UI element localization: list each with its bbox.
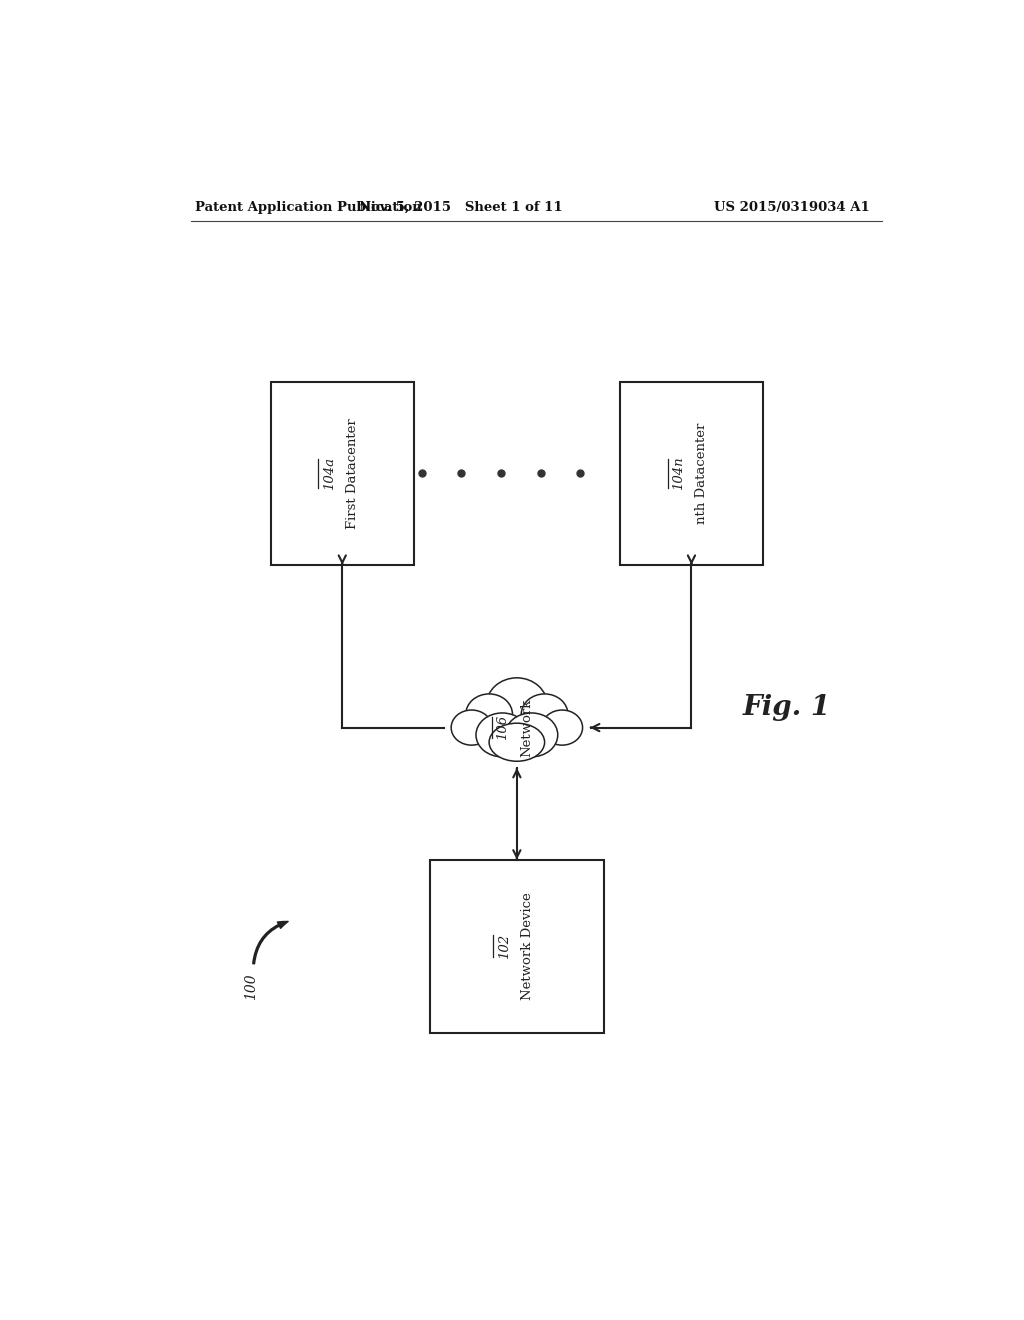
Text: First Datacenter: First Datacenter — [346, 418, 359, 529]
Text: 106: 106 — [496, 715, 509, 741]
Text: Fig. 1: Fig. 1 — [742, 694, 830, 721]
Text: 104a: 104a — [324, 457, 336, 490]
Text: 100: 100 — [244, 973, 258, 1001]
Ellipse shape — [476, 713, 528, 756]
Text: 102: 102 — [498, 933, 511, 958]
Ellipse shape — [452, 710, 493, 746]
Ellipse shape — [542, 710, 583, 746]
Text: Network Device: Network Device — [520, 892, 534, 1001]
Ellipse shape — [521, 694, 568, 735]
Ellipse shape — [489, 723, 545, 762]
FancyBboxPatch shape — [620, 381, 763, 565]
Text: Patent Application Publication: Patent Application Publication — [196, 201, 422, 214]
Ellipse shape — [466, 694, 512, 735]
Text: Network: Network — [520, 698, 534, 756]
FancyBboxPatch shape — [430, 859, 604, 1032]
Text: nth Datacenter: nth Datacenter — [695, 422, 709, 524]
Text: 104n: 104n — [673, 457, 685, 490]
Ellipse shape — [486, 678, 548, 734]
FancyArrowPatch shape — [253, 921, 288, 964]
Text: US 2015/0319034 A1: US 2015/0319034 A1 — [715, 201, 870, 214]
FancyBboxPatch shape — [270, 381, 414, 565]
Ellipse shape — [505, 713, 558, 756]
Text: Nov. 5, 2015   Sheet 1 of 11: Nov. 5, 2015 Sheet 1 of 11 — [359, 201, 563, 214]
